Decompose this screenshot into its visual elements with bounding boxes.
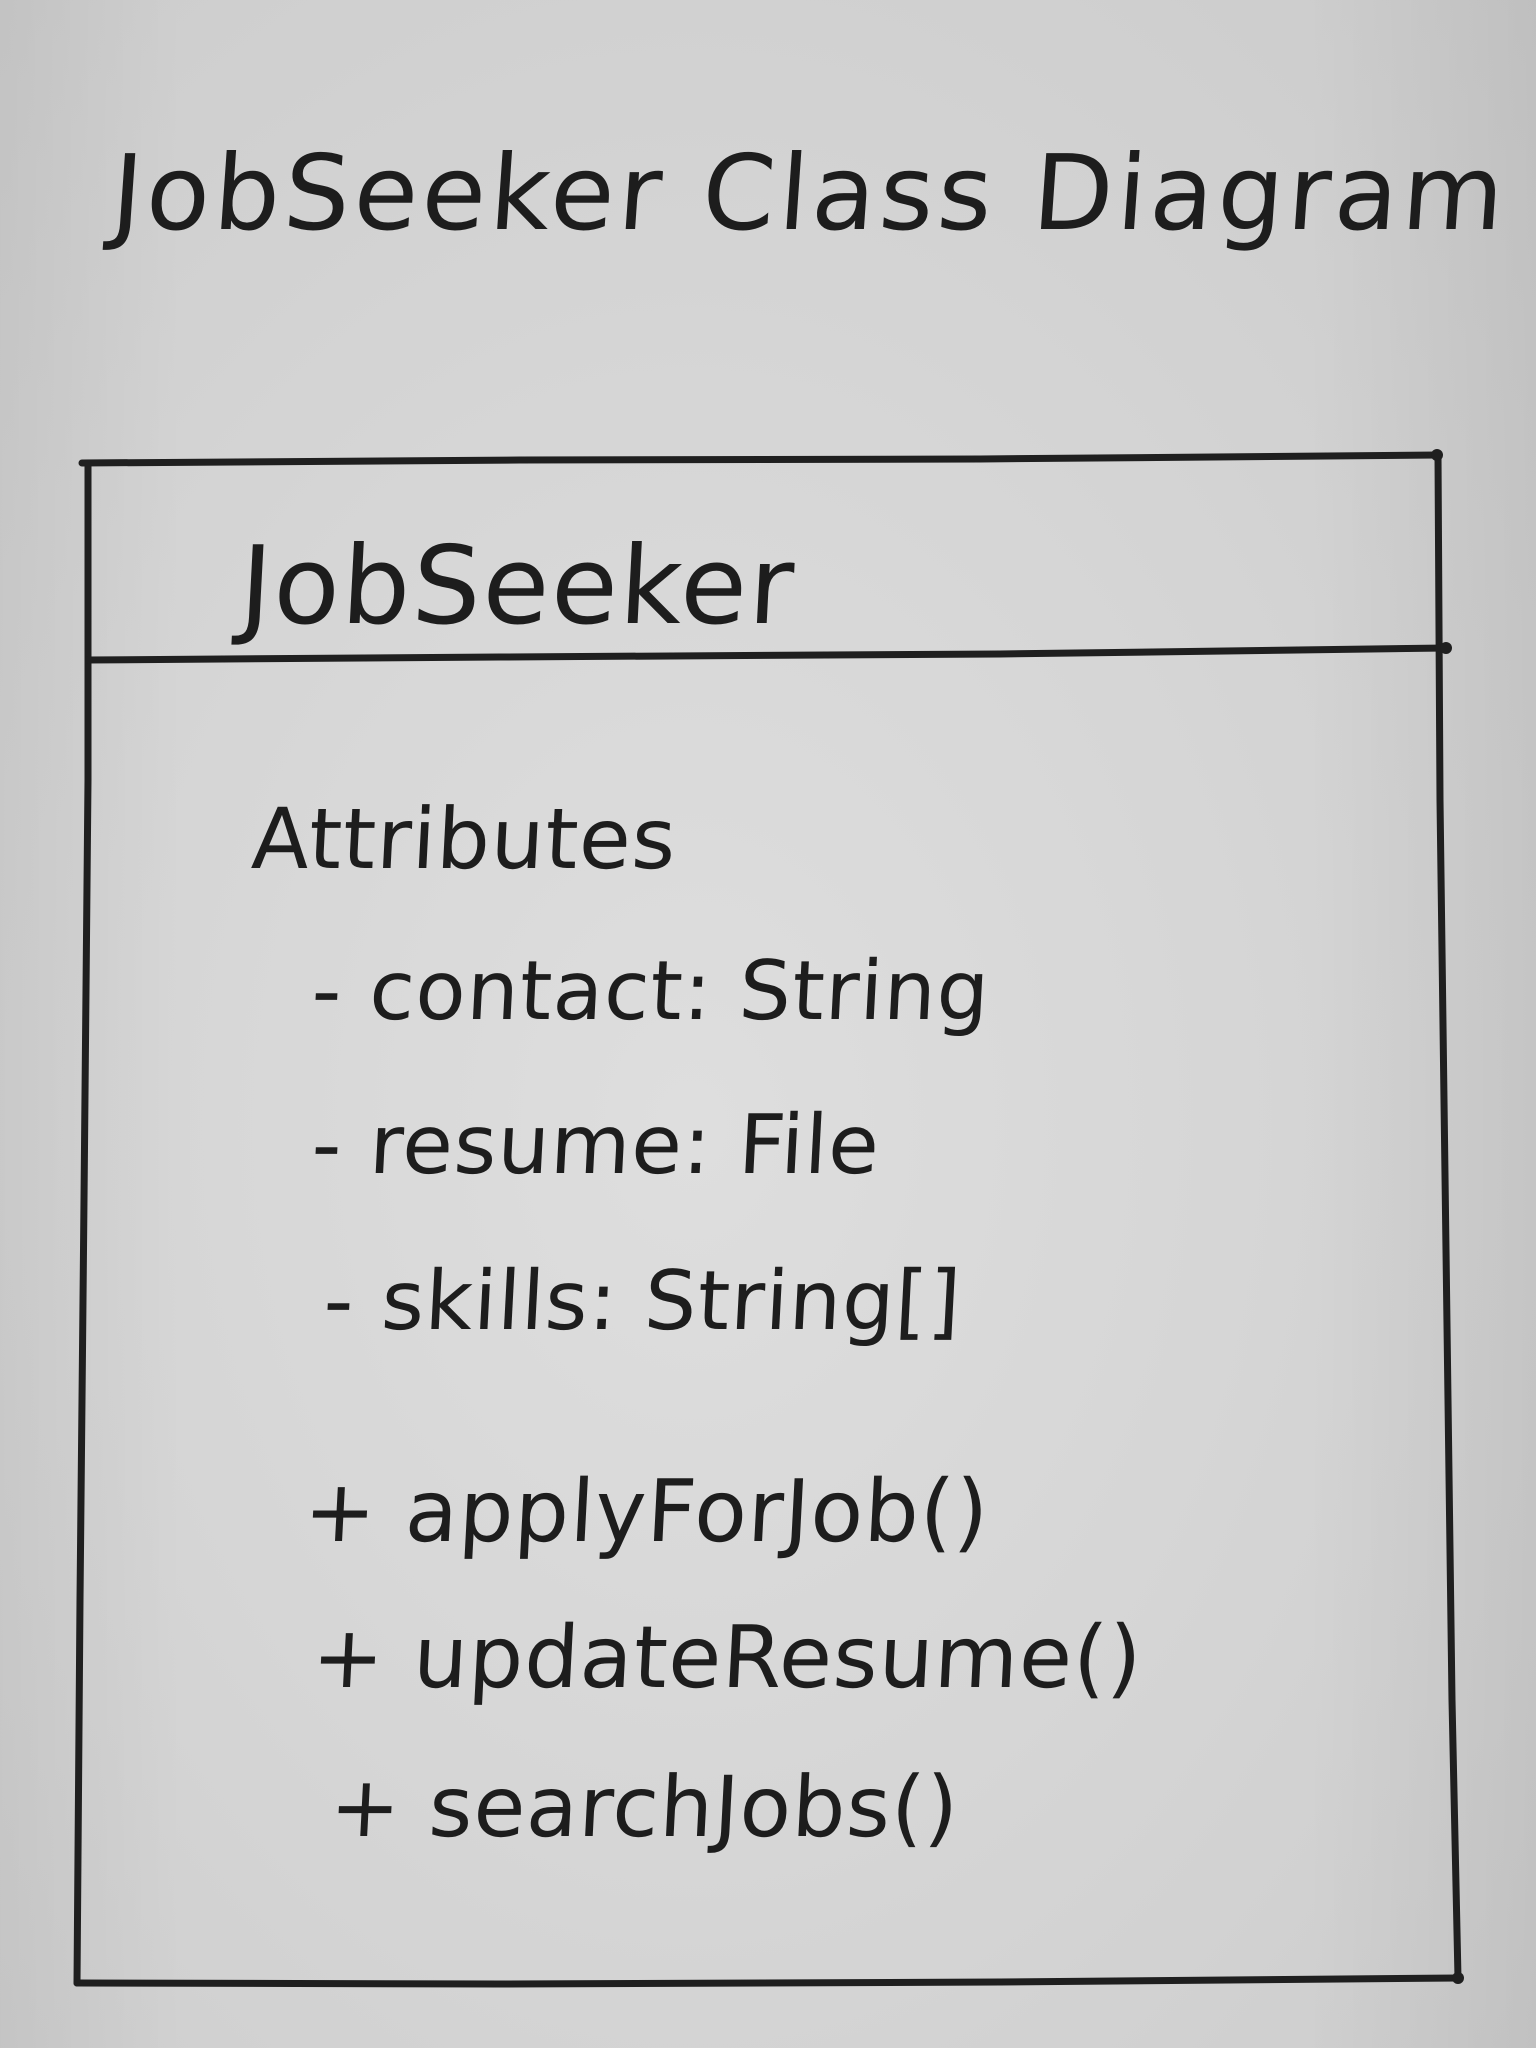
operation-update-resume: + updateResume(): [309, 1608, 1145, 1708]
class-box-right-edge: [1434, 451, 1462, 1982]
attribute-resume: - resume: File: [309, 1098, 883, 1193]
class-box-top-edge: [78, 451, 1442, 467]
class-name-divider: [84, 644, 1450, 664]
corner-dot: [1440, 642, 1452, 654]
operation-search-jobs: + searchJobs(): [327, 1758, 962, 1856]
class-box-left-edge: [73, 459, 92, 1987]
class-name: JobSeeker: [236, 524, 799, 649]
attributes-section-label: Attributes: [249, 790, 680, 888]
attribute-skills: - skills: String[]: [321, 1254, 964, 1349]
corner-dot: [1431, 449, 1443, 461]
corner-dot: [1452, 1972, 1464, 1984]
attribute-contact: - contact: String: [309, 944, 993, 1039]
operation-apply-for-job: + applyForJob(): [301, 1462, 992, 1562]
class-box-bottom-edge: [73, 1974, 1462, 1988]
